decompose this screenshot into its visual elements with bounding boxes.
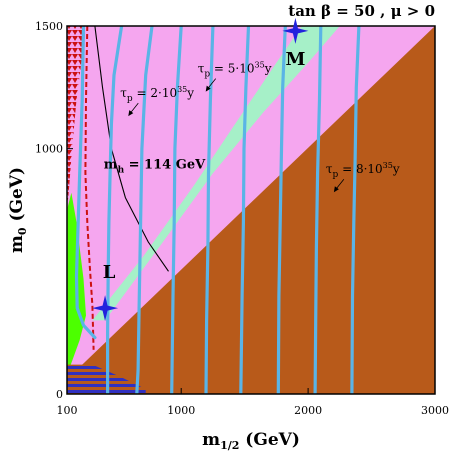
x-axis-title: m1/2 (GeV): [202, 430, 300, 452]
y-axis-subscript: 0: [16, 227, 29, 235]
chart-title: tan β = 50 , μ > 0: [288, 2, 435, 20]
y-axis-symbol: m: [7, 235, 27, 253]
annotation-text: = 114 GeV: [124, 157, 206, 172]
contour-line-2: [106, 26, 124, 394]
y-axis-unit: (GeV): [7, 167, 27, 228]
annotation-text: = 2·10: [133, 86, 177, 100]
higgs-mass-line: [94, 26, 169, 272]
relic-density-band: [92, 26, 340, 321]
benchmark-point-M: [282, 17, 309, 44]
annotation-subscript: p: [204, 70, 210, 80]
benchmark-point-L: [92, 295, 119, 322]
y-tick-label: 0: [56, 388, 63, 401]
annotation-3: τp = 5·1035y: [198, 61, 272, 80]
annotation-subscript: p: [127, 94, 133, 104]
annotation-subscript: p: [333, 170, 339, 180]
y-tick-label: 1500: [35, 20, 63, 33]
x-tick-label: 3000: [421, 404, 449, 417]
annotation-arrow: [335, 178, 345, 190]
contour-line-5: [204, 26, 215, 394]
annotation-4: τp = 8·1035y: [326, 161, 400, 180]
annotation-arrow: [129, 102, 139, 114]
x-tick-label: 2000: [294, 404, 322, 417]
benchmark-label-L: L: [103, 262, 116, 283]
annotation-2: τp = 2·1035y: [120, 85, 194, 104]
plot-area: [67, 26, 435, 394]
annotation-arrowhead: [333, 186, 339, 193]
annotation-arrowhead: [205, 85, 211, 92]
red-hatched-region: [67, 26, 86, 203]
contour-line-7: [276, 26, 287, 394]
annotation-text: = 5·10: [210, 62, 254, 76]
annotation-arrowhead: [128, 110, 134, 117]
contour-line-9: [350, 26, 361, 394]
annotation-arrow: [207, 78, 217, 89]
x-tick-label: 100: [57, 404, 78, 417]
annotation-symbol: m: [104, 157, 118, 172]
contour-line-4: [170, 26, 183, 394]
plot-frame: [66, 25, 436, 395]
annotation-superscript: 35: [255, 61, 265, 70]
contour-line-8: [313, 26, 323, 394]
annotation-symbol: τ: [326, 162, 333, 176]
contour-line-3: [135, 26, 154, 394]
axis-ticks: 100 1000 2000 3000 0 1000 1500: [35, 20, 449, 417]
annotation-arrows: [128, 78, 345, 193]
y-tick-label: 1000: [35, 143, 63, 156]
annotation-superscript: 35: [383, 161, 393, 170]
annotation-symbol: τ: [198, 62, 205, 76]
annotation-unit: y: [392, 162, 400, 176]
annotation-subscript: h: [118, 165, 125, 175]
x-tick-label: 1000: [167, 404, 195, 417]
proton-lifetime-contours: [74, 26, 361, 394]
annotation-unit: y: [264, 62, 272, 76]
contour-line-1: [74, 26, 97, 340]
red-dashed-curve: [84, 26, 95, 350]
y-axis-title: m0 (GeV): [7, 167, 29, 253]
x-axis-symbol: m: [202, 430, 220, 450]
annotation-1: mh = 114 GeV: [104, 157, 206, 175]
annotation-symbol: τ: [120, 86, 127, 100]
x-axis-unit: (GeV): [239, 430, 300, 450]
benchmark-label-M: M: [285, 49, 305, 70]
benchmark-points: ML: [92, 17, 309, 322]
annotation-superscript: 35: [177, 85, 187, 94]
excluded-region-brown: [67, 26, 435, 394]
x-axis-subscript: 1/2: [220, 439, 239, 452]
annotation-text: = 8·10: [338, 162, 382, 176]
contour-line-6: [239, 26, 251, 394]
annotation-unit: y: [186, 86, 194, 100]
